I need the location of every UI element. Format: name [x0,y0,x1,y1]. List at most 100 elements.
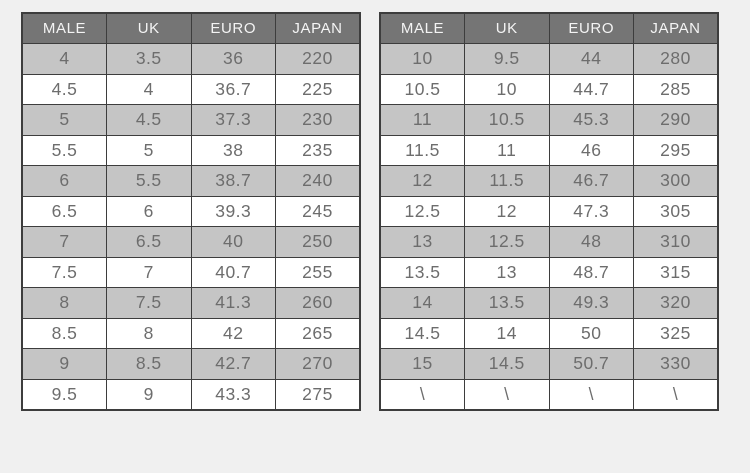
table-cell: 225 [275,73,361,105]
column-header: UK [106,12,192,44]
table-row: 14.5 14 50 325 [379,317,719,349]
table-cell: 330 [633,348,719,380]
table-row: \ \ \ \ [379,378,719,410]
table-cell: 15 [379,348,465,380]
table-cell: 5.5 [21,134,107,166]
table-cell: 300 [633,165,719,197]
table-cell: 275 [275,378,361,410]
table-row: 11 10.5 45.3 290 [379,104,719,136]
table-cell: 11.5 [464,165,550,197]
table-row: 5 4.5 37.3 230 [21,104,361,136]
table-cell: 47.3 [548,195,634,227]
table-cell: 14.5 [464,348,550,380]
table-row: 8 7.5 41.3 260 [21,287,361,319]
table-cell: 38 [190,134,276,166]
table-cell: 4 [106,73,192,105]
table-cell: 45.3 [548,104,634,136]
table-cell: 39.3 [190,195,276,227]
table-cell: 5.5 [106,165,192,197]
table-row: 9 8.5 42.7 270 [21,348,361,380]
table-cell: 8.5 [21,317,107,349]
table-cell: 13 [464,256,550,288]
table-row: 15 14.5 50.7 330 [379,348,719,380]
table-cell: 11 [379,104,465,136]
column-header: EURO [190,12,276,44]
table-cell: 14 [464,317,550,349]
table-cell: \ [633,378,719,410]
table-cell: 13 [379,226,465,258]
table-cell: 12 [464,195,550,227]
table-cell: 3.5 [106,43,192,75]
table-cell: 290 [633,104,719,136]
table-row: 10 9.5 44 280 [379,43,719,75]
table-cell: 42.7 [190,348,276,380]
table-header-row: MALE UK EURO JAPAN [21,12,361,44]
table-cell: 13.5 [379,256,465,288]
table-cell: 7 [21,226,107,258]
table-cell: 14.5 [379,317,465,349]
table-cell: 10.5 [379,73,465,105]
table-cell: 7.5 [106,287,192,319]
table-cell: 250 [275,226,361,258]
table-cell: 6.5 [21,195,107,227]
table-cell: 285 [633,73,719,105]
table-row: 14 13.5 49.3 320 [379,287,719,319]
table-cell: 11 [464,134,550,166]
table-row: 12 11.5 46.7 300 [379,165,719,197]
table-cell: 43.3 [190,378,276,410]
table-cell: 240 [275,165,361,197]
table-cell: 4.5 [21,73,107,105]
table-cell: 320 [633,287,719,319]
table-cell: 48 [548,226,634,258]
table-cell: 295 [633,134,719,166]
table-row: 8.5 8 42 265 [21,317,361,349]
table-cell: 49.3 [548,287,634,319]
table-cell: 40.7 [190,256,276,288]
table-cell: 50 [548,317,634,349]
table-cell: 10.5 [464,104,550,136]
table-cell: 235 [275,134,361,166]
table-cell: 46.7 [548,165,634,197]
table-cell: 6 [21,165,107,197]
table-row: 13 12.5 48 310 [379,226,719,258]
table-cell: 13.5 [464,287,550,319]
table-row: 11.5 11 46 295 [379,134,719,166]
table-row: 10.5 10 44.7 285 [379,73,719,105]
column-header: UK [464,12,550,44]
table-cell: 10 [464,73,550,105]
table-cell: 265 [275,317,361,349]
table-cell: 9.5 [464,43,550,75]
table-cell: 12 [379,165,465,197]
table-cell: 270 [275,348,361,380]
table-cell: 12.5 [379,195,465,227]
table-row: 6.5 6 39.3 245 [21,195,361,227]
table-cell: 310 [633,226,719,258]
table-cell: 12.5 [464,226,550,258]
table-row: 6 5.5 38.7 240 [21,165,361,197]
table-row: 5.5 5 38 235 [21,134,361,166]
table-row: 13.5 13 48.7 315 [379,256,719,288]
table-cell: 7.5 [21,256,107,288]
table-cell: 5 [21,104,107,136]
table-header-row: MALE UK EURO JAPAN [379,12,719,44]
column-header: EURO [548,12,634,44]
table-cell: 255 [275,256,361,288]
table-cell: 9 [21,348,107,380]
table-cell: 230 [275,104,361,136]
table-cell: 9 [106,378,192,410]
table-row: 9.5 9 43.3 275 [21,378,361,410]
table-cell: 11.5 [379,134,465,166]
size-chart: MALE UK EURO JAPAN 4 3.5 36 220 4.5 4 36.7 225 5 4.5… [21,12,719,411]
table-cell: 10 [379,43,465,75]
size-table-left: MALE UK EURO JAPAN 4 3.5 36 220 4.5 4 36.7 225 5 4.5… [21,12,361,411]
table-cell: 44 [548,43,634,75]
table-cell: 44.7 [548,73,634,105]
table-cell: 8 [21,287,107,319]
table-cell: 36 [190,43,276,75]
table-cell: 38.7 [190,165,276,197]
column-header: JAPAN [633,12,719,44]
table-cell: 4.5 [106,104,192,136]
table-cell: 305 [633,195,719,227]
table-cell: 315 [633,256,719,288]
table-cell: 8 [106,317,192,349]
